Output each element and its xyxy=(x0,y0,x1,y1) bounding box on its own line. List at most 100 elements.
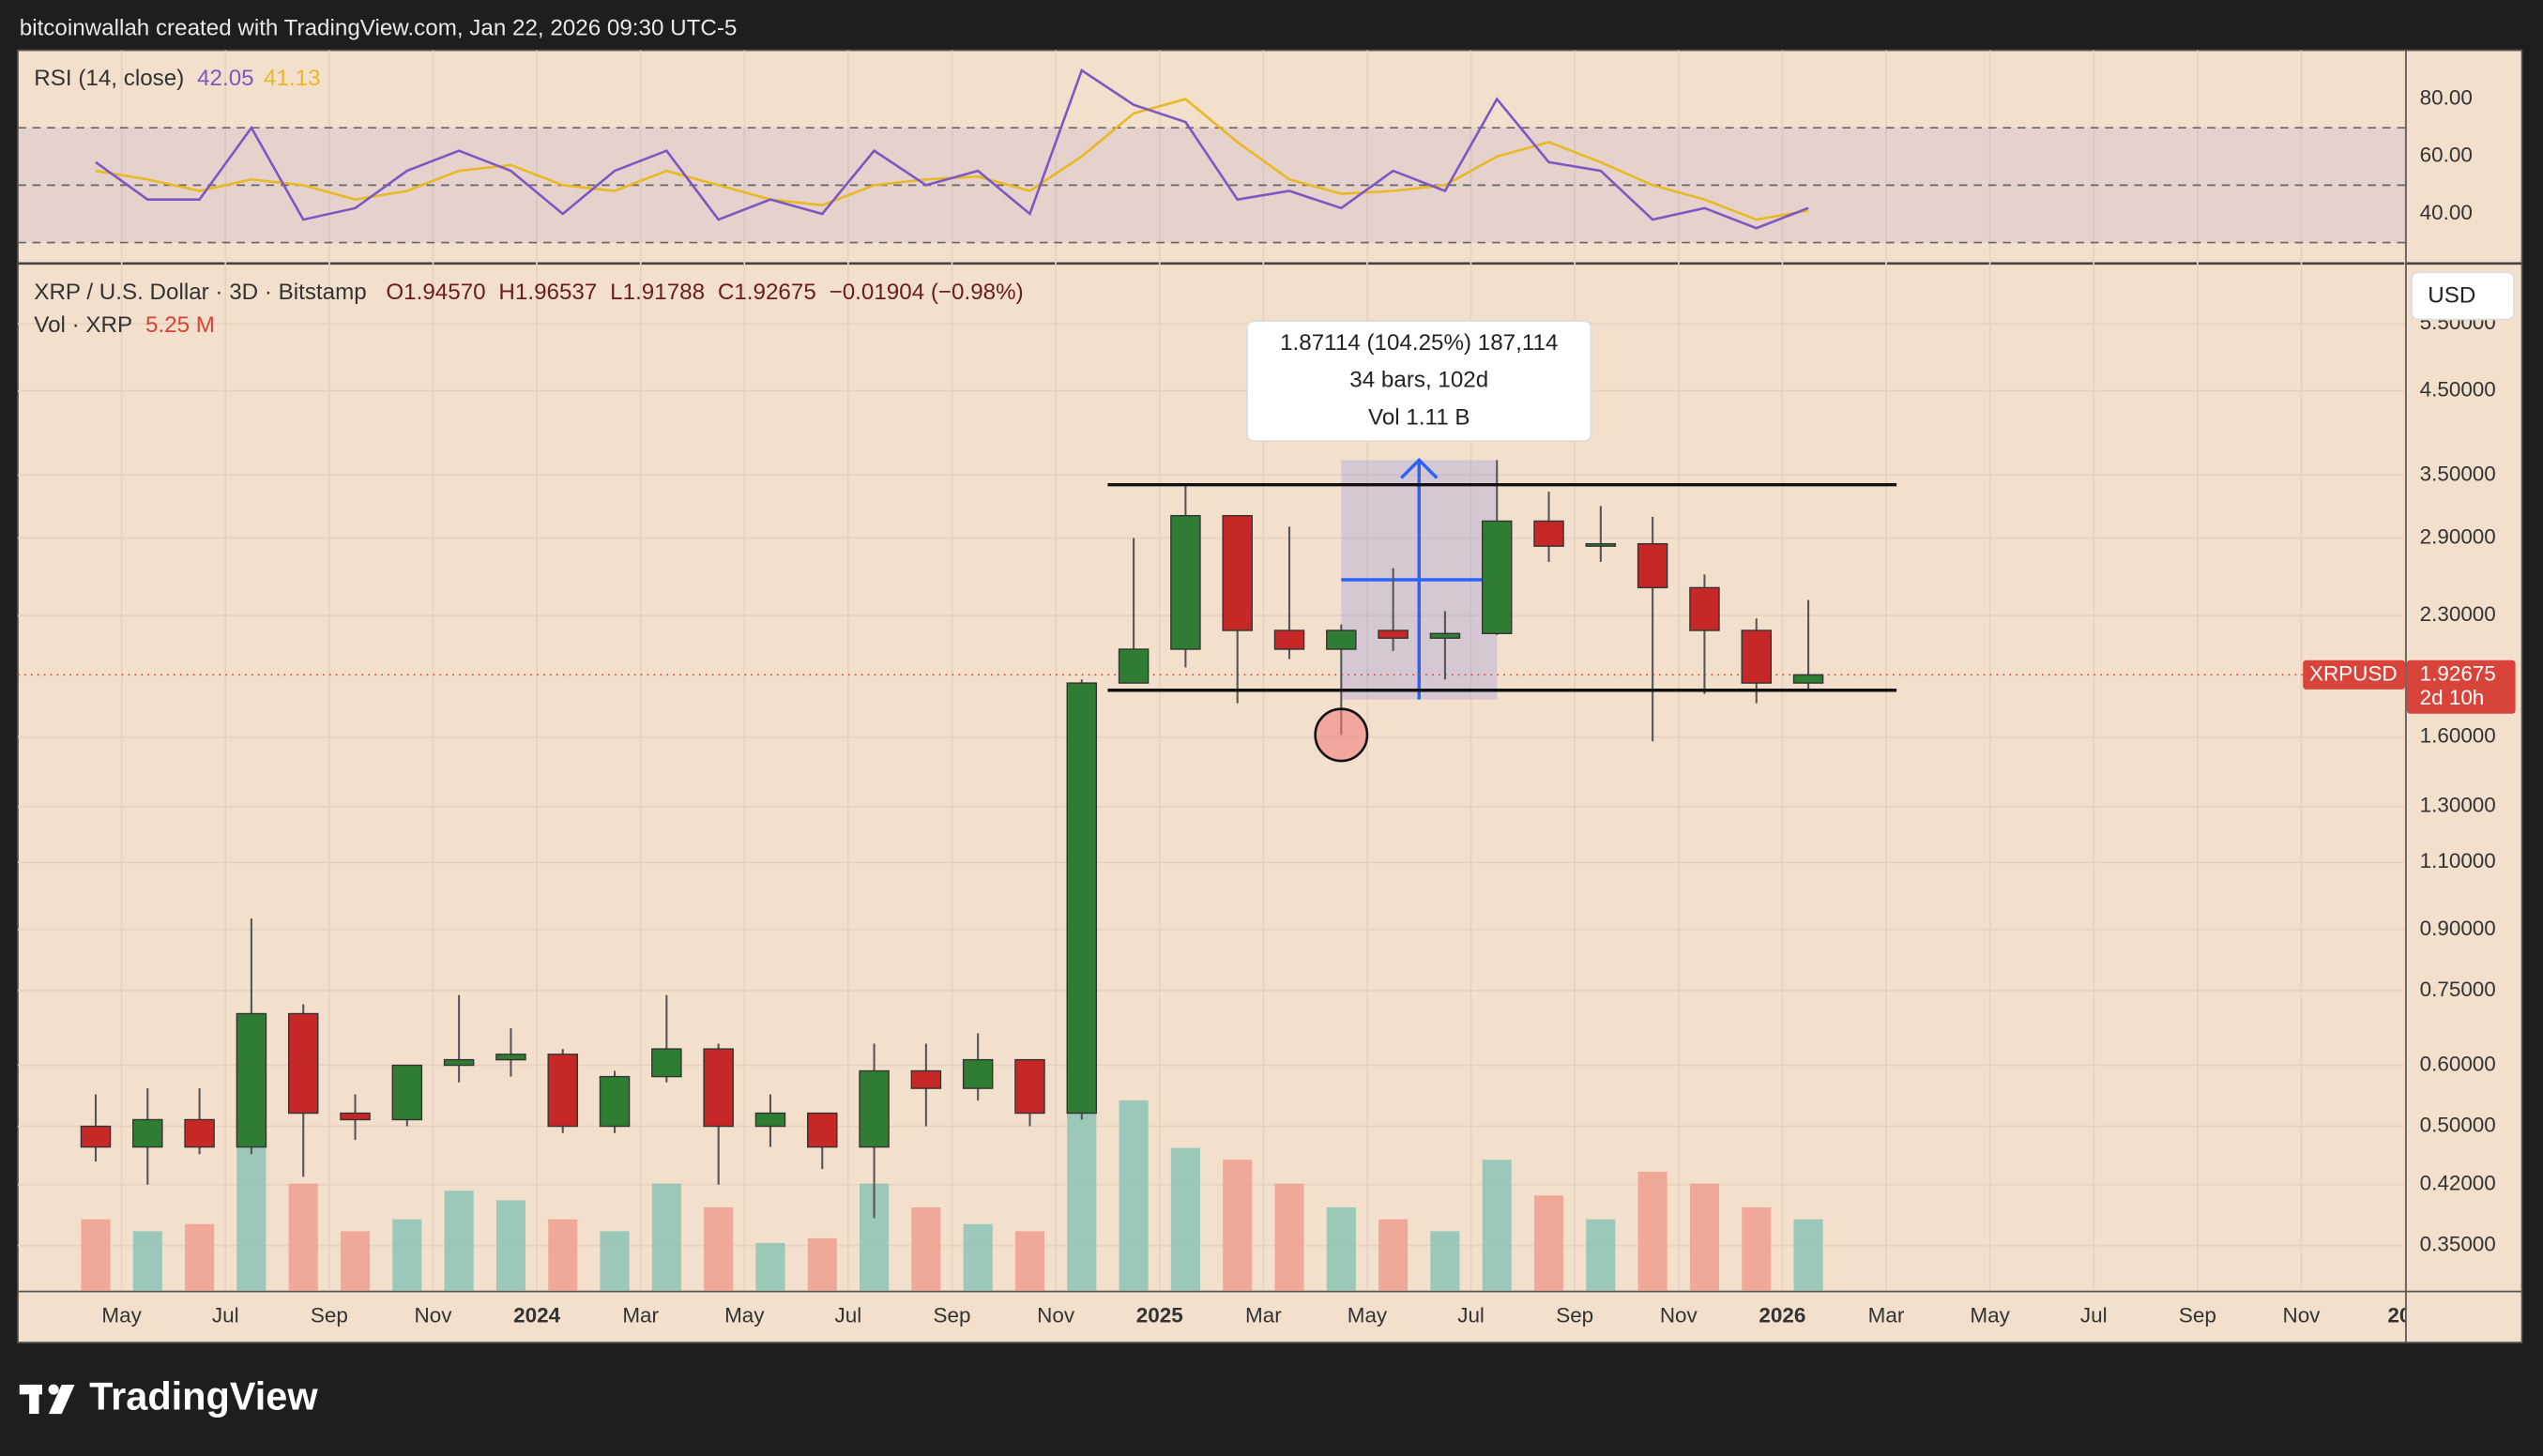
rsi-legend-value: 42.05 xyxy=(197,66,254,91)
candle-body xyxy=(910,1069,942,1089)
y-tick-label: 0.60000 xyxy=(2420,1052,2496,1075)
ohlc-legend-item: O1.94570 xyxy=(386,280,485,305)
volume-bar xyxy=(1586,1219,1616,1291)
candle-body xyxy=(1689,586,1720,631)
volume-bar xyxy=(1482,1160,1512,1291)
candle-body xyxy=(340,1112,371,1121)
volume-bar xyxy=(392,1219,422,1291)
x-tick-label: Nov xyxy=(1660,1303,1698,1327)
candle-body xyxy=(1066,682,1098,1115)
y-tick-label: 1.10000 xyxy=(2420,849,2496,872)
rsi-pane xyxy=(18,68,2406,244)
volume-bar xyxy=(963,1223,993,1291)
x-tick-label: Nov xyxy=(415,1303,453,1327)
ohlc-legend-item: L1.91788 xyxy=(610,280,705,305)
y-tick-label: 2.90000 xyxy=(2420,524,2496,548)
candle-body xyxy=(391,1064,423,1121)
candle-body xyxy=(1792,674,1824,684)
y-tick-label: 3.50000 xyxy=(2420,462,2496,485)
candle-body xyxy=(287,1012,319,1115)
volume-label: Vol · XRP xyxy=(34,312,132,338)
price-pane xyxy=(18,50,2406,1291)
ohlc-legend-item: H1.96537 xyxy=(498,280,597,305)
x-tick-label: Mar xyxy=(1868,1303,1905,1327)
x-tick-label: Jul xyxy=(835,1303,862,1327)
candle-body xyxy=(1014,1058,1045,1115)
brand-logo xyxy=(19,1384,75,1415)
x-tick-label: Jul xyxy=(1457,1303,1485,1327)
countdown: 2d 10h xyxy=(2420,686,2485,709)
candle-body xyxy=(807,1112,838,1148)
candle-body xyxy=(236,1012,267,1148)
x-tick-label: 202 xyxy=(2387,1303,2422,1327)
candle-body xyxy=(1533,520,1564,547)
rsi-title: RSI (14, close) xyxy=(34,66,184,91)
x-tick-label: May xyxy=(101,1303,142,1327)
candle-body xyxy=(1637,542,1668,589)
measure-tooltip-line: 1.87114 (104.25%) 187,114 xyxy=(1280,330,1558,356)
candle-body xyxy=(1170,514,1201,650)
candle-body xyxy=(703,1048,734,1128)
charts: May Jul Sep Nov 2024 Mar May Jul Sep Nov 2025 Mar Ma… xyxy=(18,50,2516,1327)
candle-body xyxy=(754,1112,786,1128)
candle-body xyxy=(1481,520,1513,634)
symbol-tag xyxy=(2303,660,2406,690)
candle-body xyxy=(1222,514,1253,631)
y-tick-label: 60.00 xyxy=(2420,144,2473,167)
x-tick-label: Jul xyxy=(212,1303,239,1327)
volume-bar xyxy=(1326,1206,1356,1291)
volume-bar xyxy=(1742,1206,1772,1291)
rsi-line xyxy=(95,68,1809,230)
volume-bar xyxy=(1689,1183,1720,1291)
volume-bar xyxy=(340,1231,371,1291)
measure-tooltip xyxy=(1246,320,1592,442)
y-tick-label: 40.00 xyxy=(2420,201,2473,224)
volume-bar xyxy=(911,1206,941,1291)
volume-bar xyxy=(185,1223,215,1291)
x-tick-label: Sep xyxy=(1556,1303,1593,1327)
volume-bar xyxy=(1430,1231,1460,1291)
price-tag-value: 1.92675 xyxy=(2420,661,2496,685)
x-tick-label: Mar xyxy=(1245,1303,1282,1327)
x-tick-label: 2025 xyxy=(1136,1303,1183,1327)
x-tick-label: May xyxy=(1348,1303,1388,1327)
x-tick-label: Sep xyxy=(311,1303,348,1327)
y-tick-label: 0.90000 xyxy=(2420,917,2496,940)
brand-name: TradingView xyxy=(89,1373,318,1418)
volume-bar xyxy=(1014,1231,1045,1291)
y-tick-label: 0.35000 xyxy=(2420,1233,2496,1256)
candle-body xyxy=(599,1075,631,1128)
rsi-legend-value: 41.13 xyxy=(264,66,321,91)
candle-body xyxy=(132,1118,163,1148)
x-tick-label: 2026 xyxy=(1759,1303,1805,1327)
volume-bar xyxy=(1793,1219,1823,1291)
volume-bar xyxy=(651,1183,681,1291)
volume-bar xyxy=(288,1183,318,1291)
candle-body xyxy=(1585,542,1617,547)
candle-body xyxy=(1326,629,1357,650)
measure-arrowhead xyxy=(1400,457,1439,479)
x-tick-label: Nov xyxy=(1037,1303,1075,1327)
y-tick-label: 0.50000 xyxy=(2420,1113,2496,1136)
candle-body xyxy=(1273,629,1305,650)
candle-body xyxy=(1429,632,1461,639)
candle-body xyxy=(1378,629,1409,639)
volume-bar xyxy=(495,1200,525,1291)
y-tick-label: 0.42000 xyxy=(2420,1172,2496,1195)
volume-bar xyxy=(755,1243,785,1291)
ohlc-legend-item: −0.01904 (−0.98%) xyxy=(830,280,1024,305)
volume-bar xyxy=(548,1219,578,1291)
volume-bar xyxy=(1637,1171,1667,1291)
y-tick-label: 2.30000 xyxy=(2420,602,2496,626)
candle-body xyxy=(962,1058,994,1089)
candle-body xyxy=(1118,648,1150,684)
symbol-label: XRPUSD xyxy=(2309,661,2398,685)
candle-body xyxy=(443,1058,475,1067)
volume-bar xyxy=(600,1231,630,1291)
candle-body xyxy=(495,1054,526,1061)
y-tick-label: 1.60000 xyxy=(2420,724,2496,748)
ohlc-legend-item: C1.92675 xyxy=(718,280,816,305)
x-tick-label: Sep xyxy=(2179,1303,2216,1327)
